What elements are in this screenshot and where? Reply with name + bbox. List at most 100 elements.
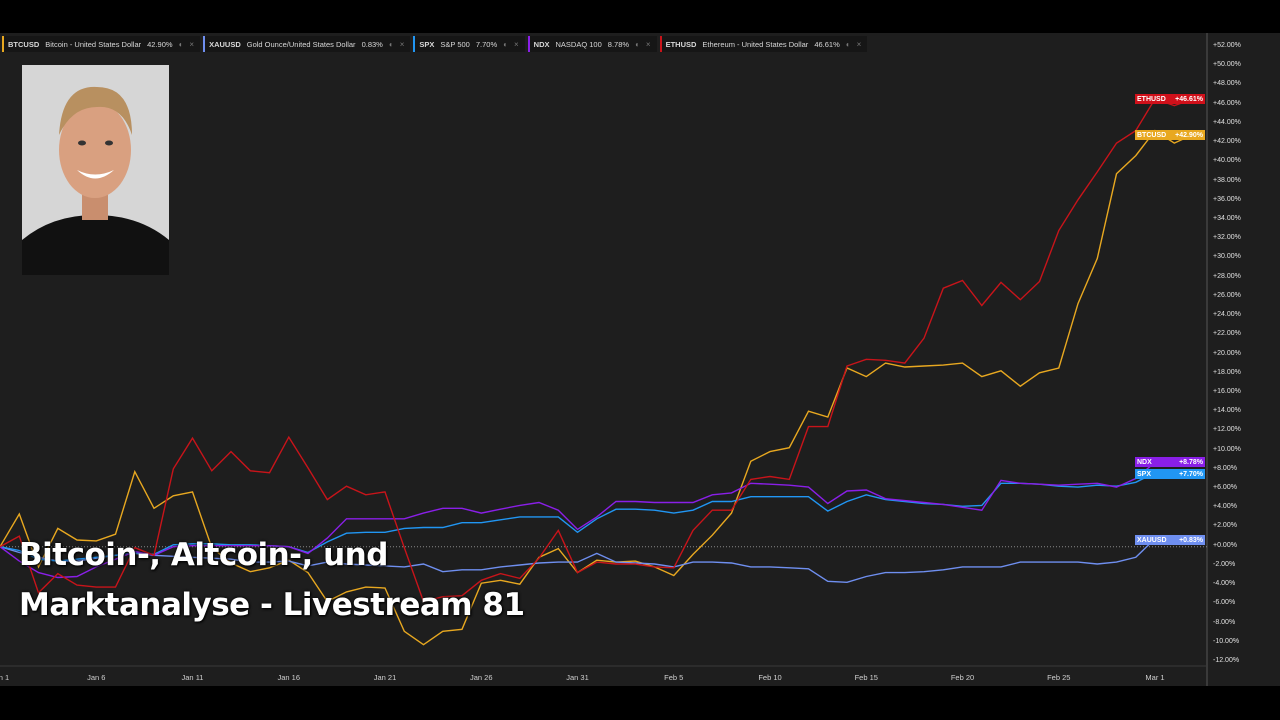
y-tick-label: +14.00% [1213, 407, 1241, 415]
x-tick-label: Feb 10 [758, 673, 782, 682]
price-tag-xauusd: XAUUSD +0.83% [1135, 535, 1205, 545]
legend-bar: BTCUSD Bitcoin - United States Dollar 42.9… [2, 36, 868, 52]
tag-value: +8.78% [1179, 458, 1203, 466]
y-tick-label: +10.00% [1213, 445, 1241, 453]
close-icon[interactable]: × [513, 39, 519, 49]
series-line-ethusd[interactable] [0, 98, 1194, 603]
legend-symbol: SPX [419, 39, 435, 49]
tag-value: +0.83% [1179, 536, 1203, 544]
y-tick-label: +36.00% [1213, 195, 1241, 203]
legend-item-ndx[interactable]: NDX NASDAQ 100 8.78% ◐ × [527, 36, 657, 52]
x-tick-label: Jan 6 [87, 673, 106, 682]
bottom-letterbox [0, 686, 1280, 720]
y-tick-label: +4.00% [1213, 503, 1237, 511]
series-line-spx[interactable] [0, 472, 1156, 562]
x-tick-label: Feb 5 [664, 673, 684, 682]
y-tick-label: -4.00% [1213, 580, 1236, 588]
y-tick-label: -2.00% [1213, 560, 1236, 568]
legend-pct: 42.90% [147, 39, 173, 49]
y-tick-label: +6.00% [1213, 484, 1237, 492]
close-icon[interactable]: × [189, 39, 195, 49]
visibility-icon[interactable]: ◐ [503, 39, 508, 49]
video-title-line-2: Marktanalyse - Livestream 81 [19, 587, 525, 623]
legend-item-spx[interactable]: SPX S&P 500 7.70% ◐ × [413, 36, 525, 52]
presenter-portrait [22, 65, 169, 275]
legend-symbol: BTCUSD [8, 39, 40, 49]
y-tick-label: +2.00% [1213, 522, 1237, 530]
y-tick-label: +50.00% [1213, 61, 1241, 69]
close-icon[interactable]: × [399, 39, 405, 49]
y-tick-label: +26.00% [1213, 291, 1241, 299]
x-tick-label: Feb 20 [950, 673, 975, 682]
legend-name: S&P 500 [440, 39, 470, 49]
tag-value: +42.90% [1175, 131, 1203, 139]
y-tick-label: +46.00% [1213, 99, 1241, 107]
x-tick-label: Jan 26 [469, 673, 493, 682]
y-tick-label: +8.00% [1213, 464, 1237, 472]
y-tick-label: +20.00% [1213, 349, 1241, 357]
y-tick-label: +38.00% [1213, 176, 1241, 184]
tag-symbol: SPX [1137, 470, 1152, 478]
tag-symbol: ETHUSD [1137, 95, 1166, 103]
legend-item-btcusd[interactable]: BTCUSD Bitcoin - United States Dollar 42.9… [2, 36, 201, 52]
y-tick-label: +40.00% [1213, 157, 1241, 165]
y-tick-label: -8.00% [1213, 618, 1236, 626]
legend-item-ethusd[interactable]: ETHUSD Ethereum - United States Dollar 46.… [659, 36, 868, 52]
legend-pct: 46.61% [814, 39, 840, 49]
y-tick-label: +34.00% [1213, 214, 1241, 222]
price-tag-ethusd: ETHUSD +46.61% [1135, 94, 1205, 104]
price-tag-spx: SPX +7.70% [1135, 469, 1205, 479]
y-tick-label: +32.00% [1213, 234, 1241, 242]
legend-symbol: NDX [533, 39, 550, 49]
price-tag-ndx: NDX +8.78% [1135, 457, 1205, 467]
series-line-btcusd[interactable] [0, 129, 1194, 646]
legend-pct: 8.78% [607, 39, 630, 49]
legend-name: Bitcoin - United States Dollar [45, 39, 142, 49]
y-tick-label: -6.00% [1213, 599, 1236, 607]
tag-value: +46.61% [1175, 95, 1203, 103]
tag-symbol: BTCUSD [1137, 131, 1167, 139]
y-tick-label: +42.00% [1213, 138, 1241, 146]
x-tick-label: Jan 31 [566, 673, 589, 682]
y-tick-label: +44.00% [1213, 118, 1241, 126]
x-tick-label: Jan 16 [277, 673, 301, 682]
price-tag-btcusd: BTCUSD +42.90% [1135, 130, 1205, 140]
y-tick-label: +18.00% [1213, 368, 1241, 376]
y-tick-label: +28.00% [1213, 272, 1241, 280]
y-tick-label: +12.00% [1213, 426, 1241, 434]
visibility-icon[interactable]: ◐ [178, 39, 184, 49]
close-icon[interactable]: × [856, 39, 862, 49]
close-icon[interactable]: × [645, 39, 651, 49]
visibility-icon[interactable]: ◐ [635, 39, 640, 49]
y-tick-label: -10.00% [1213, 637, 1240, 645]
legend-name: Ethereum - United States Dollar [702, 39, 809, 49]
legend-name: NASDAQ 100 [555, 39, 602, 49]
tag-value: +7.70% [1179, 470, 1203, 478]
legend-name: Gold Ounce/United States Dollar [246, 39, 356, 49]
y-tick-label: +22.00% [1213, 330, 1241, 338]
legend-pct: 0.83% [361, 39, 383, 49]
video-title-line-1: Bitcoin-, Altcoin-, und [19, 537, 388, 573]
series-line-xauusd[interactable] [0, 538, 1156, 584]
y-tick-label: +30.00% [1213, 253, 1241, 261]
y-tick-label: +0.00% [1213, 541, 1237, 549]
x-tick-label: Mar 1 [1145, 673, 1165, 682]
visibility-icon[interactable]: ◐ [845, 39, 851, 49]
presenter-photo [22, 65, 169, 275]
top-letterbox [0, 0, 1280, 33]
x-tick-label: Jan 11 [181, 673, 204, 682]
x-tick-label: Feb 15 [854, 673, 878, 682]
legend-item-xauusd[interactable]: XAUUSD Gold Ounce/United States Dollar 0.8… [203, 36, 411, 52]
y-tick-label: +16.00% [1213, 387, 1241, 395]
tag-symbol: XAUUSD [1137, 536, 1167, 544]
legend-symbol: XAUUSD [209, 39, 241, 49]
y-tick-label: +48.00% [1213, 80, 1241, 88]
x-tick-label: Jan 1 [0, 673, 10, 682]
x-tick-label: Feb 25 [1047, 673, 1071, 682]
visibility-icon[interactable]: ◐ [388, 39, 394, 49]
chart-area [0, 33, 1280, 686]
tag-symbol: NDX [1137, 458, 1152, 466]
series-line-ndx[interactable] [0, 461, 1156, 579]
y-tick-label: +24.00% [1213, 311, 1241, 319]
